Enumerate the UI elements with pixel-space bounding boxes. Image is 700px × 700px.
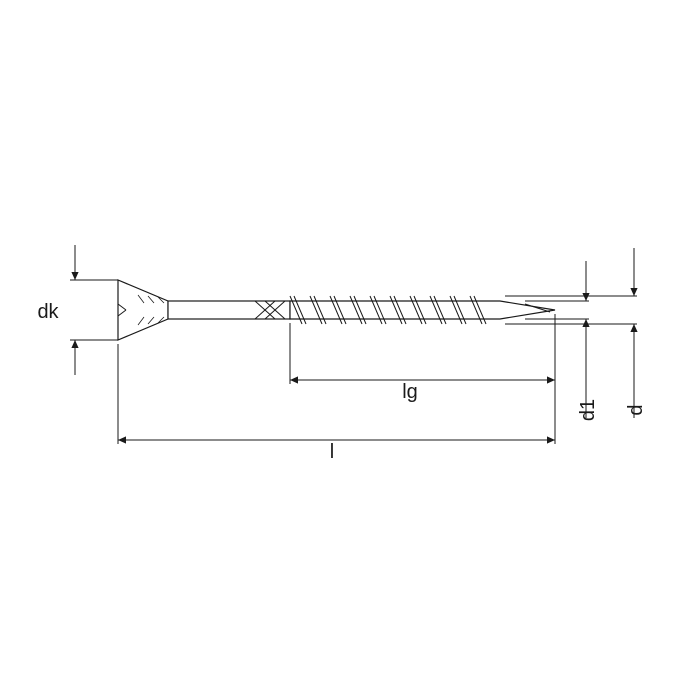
svg-text:lg: lg [402, 381, 418, 403]
svg-text:dk: dk [37, 301, 59, 323]
svg-text:d: d [625, 404, 647, 415]
svg-text:d1: d1 [577, 399, 599, 421]
svg-text:l: l [330, 441, 334, 463]
